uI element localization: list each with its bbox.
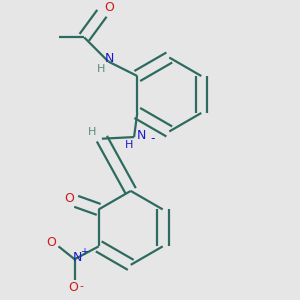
Text: O: O xyxy=(68,281,78,294)
Text: O: O xyxy=(64,192,74,205)
Text: N: N xyxy=(136,129,146,142)
Text: O: O xyxy=(46,236,56,249)
Text: N: N xyxy=(105,52,114,65)
Text: +: + xyxy=(80,247,88,257)
Text: H: H xyxy=(88,127,97,136)
Text: -: - xyxy=(79,282,83,292)
Text: O: O xyxy=(104,1,114,14)
Text: H: H xyxy=(125,140,134,150)
Text: -: - xyxy=(151,132,155,145)
Text: N: N xyxy=(73,251,82,264)
Text: H: H xyxy=(97,64,106,74)
